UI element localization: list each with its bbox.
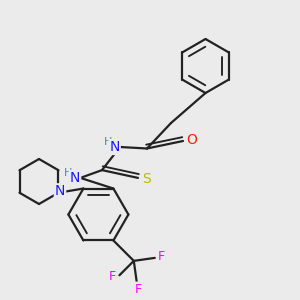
Text: H: H <box>104 136 112 147</box>
Text: N: N <box>70 171 80 185</box>
Text: F: F <box>109 270 116 283</box>
Text: S: S <box>142 172 151 186</box>
Text: N: N <box>110 140 120 154</box>
Text: O: O <box>187 133 197 147</box>
Text: F: F <box>158 250 165 263</box>
Text: N: N <box>55 184 65 198</box>
Text: H: H <box>64 167 73 178</box>
Text: F: F <box>135 283 142 296</box>
